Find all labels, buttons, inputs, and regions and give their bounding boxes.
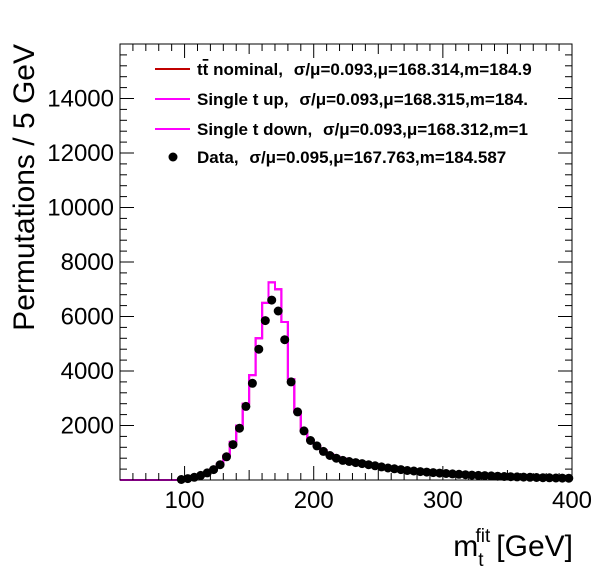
legend-marker-data bbox=[168, 152, 178, 162]
legend-stats-nominal: σ/μ=0.093,μ=168.314,m=184.9 bbox=[294, 60, 532, 79]
data-point bbox=[428, 468, 438, 478]
legend-label-nominal: tt nominal, σ/μ=0.093,μ=168.314,m=184.9 bbox=[197, 60, 532, 79]
data-point bbox=[293, 407, 303, 417]
data-point bbox=[222, 452, 231, 462]
legend-label-data: Data, σ/μ=0.095,μ=167.763,m=184.587 bbox=[197, 148, 506, 167]
axes-layer: 100 200 300 400 2000 4000 6000 8000 10000 12000 14… bbox=[47, 43, 592, 514]
data-point bbox=[493, 471, 503, 481]
x-tick-label: 300 bbox=[423, 487, 463, 514]
x-tick-label: 100 bbox=[165, 487, 205, 514]
data-point bbox=[409, 466, 419, 476]
data-point bbox=[473, 470, 483, 480]
data-point bbox=[415, 467, 425, 477]
legend-stats-data: σ/μ=0.095,μ=167.763,m=184.587 bbox=[249, 148, 506, 167]
data-point bbox=[454, 469, 464, 479]
data-point bbox=[235, 423, 244, 433]
data-point bbox=[209, 465, 219, 475]
data-point bbox=[273, 306, 283, 316]
histogram-layer bbox=[120, 281, 572, 481]
data-point bbox=[312, 441, 322, 451]
data-point bbox=[467, 470, 477, 480]
histogram-series-1 bbox=[120, 281, 572, 481]
data-point bbox=[512, 472, 522, 482]
data-point bbox=[228, 440, 238, 450]
y-axis-title: Permutations / 5 GeV bbox=[8, 44, 41, 331]
plot-frame bbox=[119, 43, 573, 481]
legend-stats-single-t-up: σ/μ=0.093,μ=168.315,m=184. bbox=[299, 90, 528, 109]
data-point bbox=[480, 471, 490, 481]
data-point bbox=[247, 378, 257, 388]
data-point bbox=[441, 469, 451, 478]
data-point bbox=[215, 460, 225, 470]
data-point bbox=[506, 472, 516, 482]
data-point bbox=[267, 295, 277, 305]
data-point bbox=[306, 436, 315, 445]
data-point bbox=[260, 316, 270, 326]
data-point bbox=[435, 468, 445, 478]
data-point bbox=[299, 426, 309, 436]
data-point bbox=[422, 467, 432, 477]
data-point bbox=[402, 466, 412, 475]
y-tick-label: 10000 bbox=[47, 195, 114, 222]
legend-label-single-t-up: Single t up, σ/μ=0.093,μ=168.315,m=184. bbox=[197, 90, 528, 109]
data-point bbox=[461, 470, 470, 480]
x-tick-label: 400 bbox=[552, 487, 592, 514]
legend: tt nominal, σ/μ=0.093,μ=168.314,m=184.9 … bbox=[155, 60, 532, 167]
y-tick-label: 6000 bbox=[61, 304, 114, 331]
x-axis-title: mtfit [GeV] bbox=[453, 526, 573, 571]
data-point bbox=[448, 469, 457, 479]
data-point bbox=[519, 472, 529, 482]
histogram-series-0 bbox=[120, 281, 572, 481]
y-tick-label: 14000 bbox=[47, 86, 114, 113]
legend-stats-single-t-down: σ/μ=0.093,μ=168.312,m=1 bbox=[323, 120, 528, 139]
data-point bbox=[486, 471, 496, 481]
data-point bbox=[254, 344, 264, 354]
y-tick-label: 2000 bbox=[61, 413, 114, 440]
data-point bbox=[241, 401, 251, 411]
x-tick-label: 200 bbox=[294, 487, 334, 514]
data-point bbox=[286, 377, 296, 387]
y-tick-label: 4000 bbox=[61, 358, 114, 385]
data-point bbox=[499, 472, 509, 481]
histogram-series-2 bbox=[120, 281, 572, 481]
y-tick-label: 8000 bbox=[61, 249, 114, 276]
legend-label-single-t-down: Single t down, σ/μ=0.093,μ=168.312,m=1 bbox=[197, 120, 528, 139]
data-points-layer bbox=[176, 295, 574, 484]
data-point bbox=[280, 335, 290, 345]
data-point bbox=[318, 446, 328, 456]
y-tick-label: 12000 bbox=[47, 140, 114, 167]
